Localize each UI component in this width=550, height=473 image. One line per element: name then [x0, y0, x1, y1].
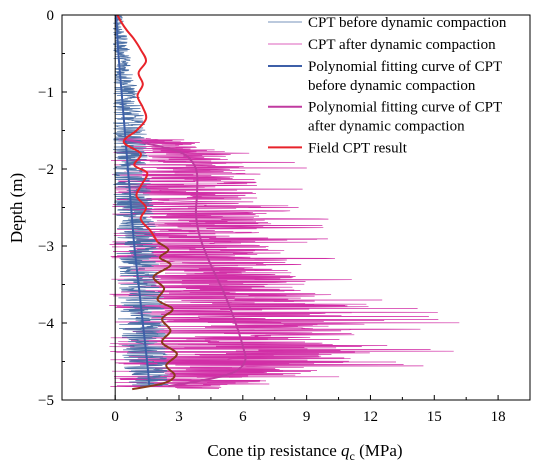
x-axis-label: Cone tip resistance qc (MPa)	[207, 441, 402, 463]
series-cpt-after-line	[109, 137, 460, 389]
x-tick-label: 0	[111, 409, 119, 425]
series-field-line-lower	[132, 241, 178, 391]
series-fit-after-line	[125, 138, 247, 388]
x-tick-label: 15	[427, 409, 442, 425]
x-tick-label: 9	[303, 409, 311, 425]
x-axis-label-unit: (MPa)	[359, 441, 402, 460]
x-axis-label-symbol: q	[341, 441, 350, 460]
legend-entry-cpt-after: CPT after dynamic compaction	[268, 37, 496, 53]
legend-label: Field CPT result	[308, 140, 408, 156]
x-tick-label: 12	[363, 409, 378, 425]
y-tick-label: −4	[38, 316, 54, 332]
x-axis-label-text: Cone tip resistance	[207, 441, 336, 460]
y-axis-label: Depth (m)	[7, 173, 26, 243]
series-cpt-before-line	[112, 14, 169, 387]
legend-entry-field: Field CPT result	[268, 140, 408, 156]
series-fit-before-line	[115, 14, 151, 385]
x-axis-label-subscript: c	[350, 449, 355, 463]
y-tick-label: −1	[38, 85, 54, 101]
x-tick-label: 18	[491, 409, 506, 425]
axes-layer: 0 3 6 9 12 15 18 0 −1 −2 −3 −4 −5	[38, 8, 531, 425]
y-tick-label: −5	[38, 393, 54, 409]
legend-label: CPT after dynamic compaction	[308, 37, 496, 53]
legend-label: CPT before dynamic compaction	[308, 15, 507, 31]
legend-entry-fit-after: Polynomial fitting curve of CPT after dyn…	[268, 100, 502, 135]
y-tick-label: −3	[38, 239, 54, 255]
series-field-line	[116, 14, 159, 243]
legend: CPT before dynamic compaction CPT after d…	[268, 15, 507, 156]
series-layer	[109, 14, 460, 391]
x-tick-label: 3	[175, 409, 183, 425]
legend-label: Polynomial fitting curve of CPT after dyn…	[308, 100, 502, 135]
legend-entry-cpt-before: CPT before dynamic compaction	[268, 15, 507, 31]
y-tick-label: 0	[47, 8, 55, 24]
legend-label: Polynomial fitting curve of CPT before dy…	[308, 59, 502, 94]
x-tick-label: 6	[239, 409, 247, 425]
y-tick-label: −2	[38, 162, 54, 178]
legend-entry-fit-before: Polynomial fitting curve of CPT before dy…	[268, 59, 502, 94]
